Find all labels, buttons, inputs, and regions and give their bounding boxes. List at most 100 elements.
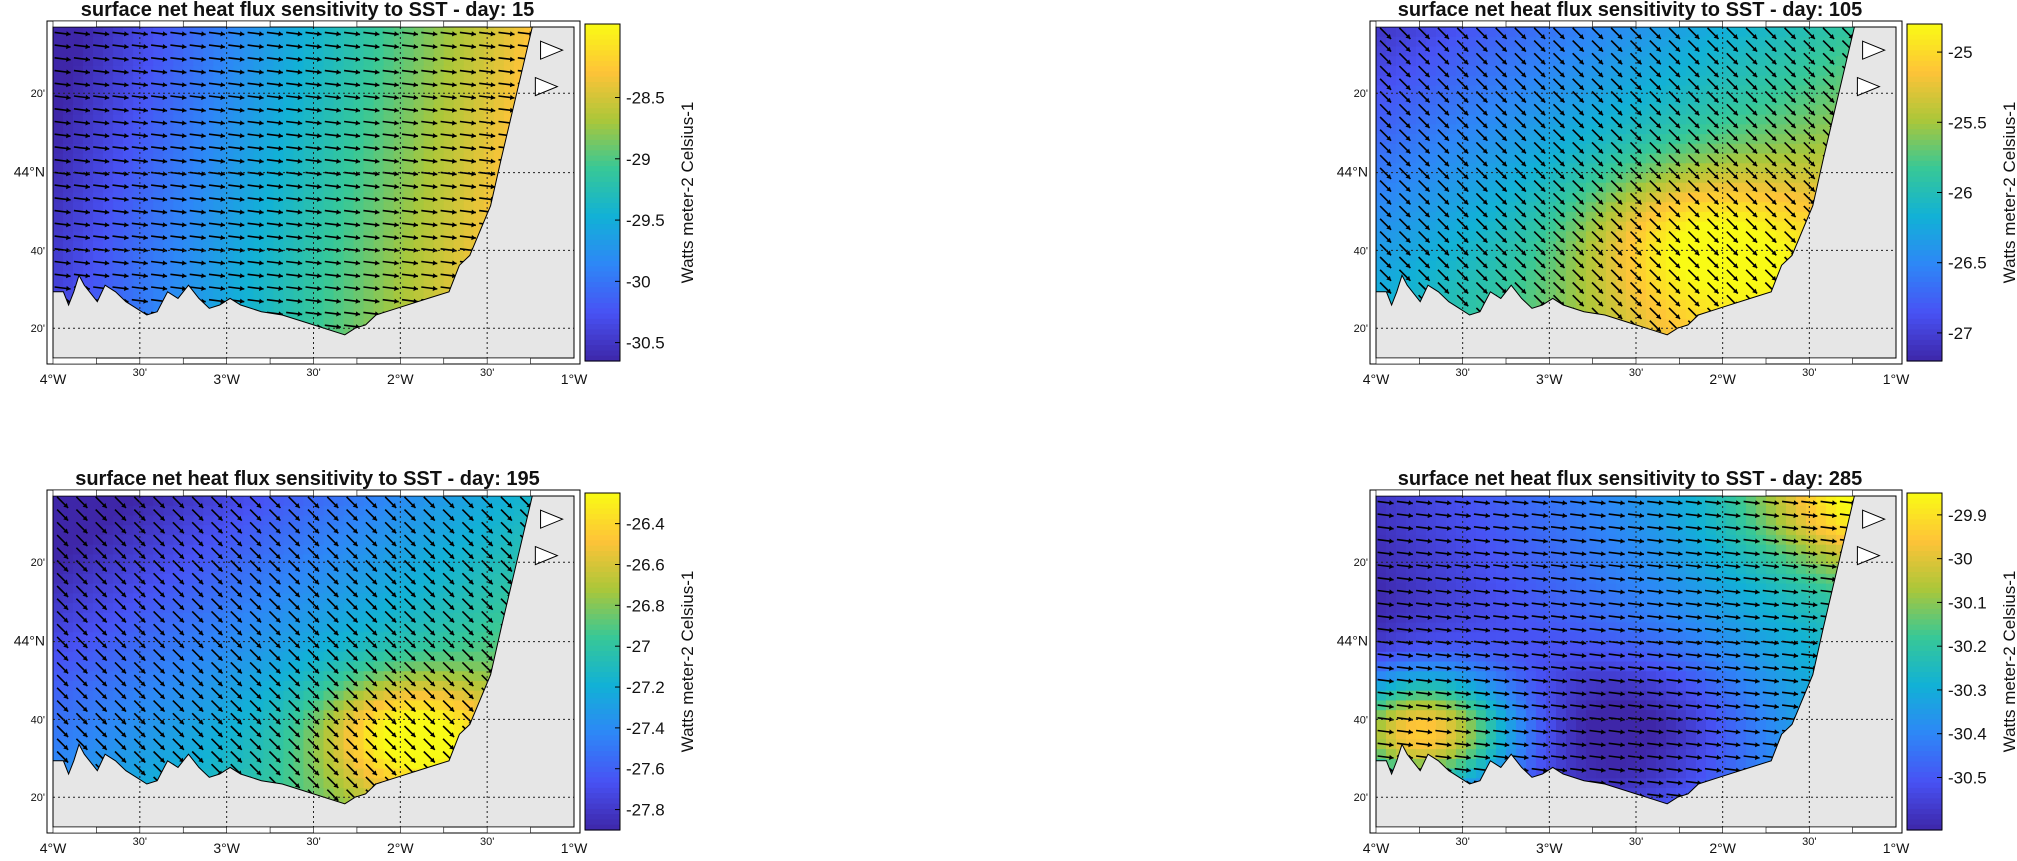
heat-cell — [243, 144, 254, 155]
heat-cell — [1466, 154, 1477, 165]
heat-cell — [1796, 124, 1807, 135]
heat-cell — [464, 124, 475, 135]
heat-cell — [314, 27, 325, 38]
heat-cell — [183, 154, 194, 165]
heat-cell — [324, 290, 335, 301]
heat-cell — [434, 251, 445, 262]
heat-cell — [1526, 115, 1537, 126]
heat-cell — [1706, 37, 1717, 48]
colorbar-segment — [585, 129, 620, 135]
heat-cell — [344, 280, 355, 291]
heat-cell — [1686, 66, 1697, 77]
heat-cell — [253, 56, 264, 67]
heat-cell — [384, 251, 395, 262]
heat-cell — [1546, 222, 1557, 233]
heat-cell — [434, 183, 445, 194]
heat-cell — [1456, 115, 1467, 126]
heat-cell — [73, 144, 84, 155]
heat-cell — [1776, 251, 1787, 262]
heat-cell — [233, 154, 244, 165]
heat-cell — [1566, 154, 1577, 165]
heat-cell — [53, 85, 64, 96]
heat-cell — [1566, 222, 1577, 233]
heat-cell — [1416, 27, 1427, 38]
heat-cell — [1426, 76, 1437, 87]
heat-cell — [253, 222, 264, 233]
colorbar-segment — [585, 124, 620, 130]
heat-cell — [203, 85, 214, 96]
heat-cell — [384, 290, 395, 301]
heat-cell — [1586, 27, 1597, 38]
heat-cell — [223, 251, 234, 262]
heat-cell — [314, 85, 325, 96]
heat-cell — [404, 154, 415, 165]
heat-cell — [1756, 261, 1767, 272]
heat-cell — [344, 154, 355, 165]
heat-cell — [484, 85, 495, 96]
heat-cell — [113, 115, 124, 126]
heat-cell — [1656, 76, 1667, 87]
colorbar-segment — [585, 329, 620, 335]
heat-cell — [243, 251, 254, 262]
heat-cell — [243, 290, 254, 301]
heat-cell — [293, 124, 304, 135]
heat-cell — [53, 115, 64, 126]
heat-cell — [1376, 124, 1387, 135]
heat-cell — [83, 124, 94, 135]
heat-cell — [1526, 95, 1537, 106]
colorbar-segment — [585, 224, 620, 230]
heat-cell — [263, 183, 274, 194]
heat-cell — [73, 85, 84, 96]
colorbar-segment — [585, 35, 620, 41]
heat-cell — [1526, 212, 1537, 223]
heat-cell — [334, 85, 345, 96]
heat-cell — [1556, 76, 1567, 87]
heat-cell — [314, 290, 325, 301]
heat-cell — [1776, 85, 1787, 96]
heat-cell — [384, 183, 395, 194]
heat-cell — [233, 27, 244, 38]
heat-cell — [1566, 56, 1577, 67]
heat-cell — [1786, 66, 1797, 77]
frame-segment — [140, 21, 183, 27]
heat-cell — [1716, 154, 1727, 165]
heat-cell — [1786, 193, 1797, 204]
heat-cell — [183, 212, 194, 223]
heat-cell — [113, 280, 124, 291]
heat-cell — [263, 173, 274, 184]
heat-cell — [1816, 27, 1827, 38]
heat-cell — [143, 290, 154, 301]
heat-cell — [233, 85, 244, 96]
heat-cell — [414, 124, 425, 135]
heat-cell — [474, 183, 485, 194]
heat-cell — [163, 124, 174, 135]
heat-cell — [1486, 46, 1497, 57]
heat-cell — [1406, 76, 1417, 87]
heat-cell — [454, 154, 465, 165]
heat-cell — [1666, 154, 1677, 165]
heat-cell — [344, 309, 355, 320]
heat-cell — [1656, 115, 1667, 126]
heat-cell — [133, 85, 144, 96]
heat-cell — [1486, 85, 1497, 96]
heat-cell — [153, 251, 164, 262]
heat-cell — [113, 46, 124, 57]
x-tick-label: 2°W — [387, 371, 414, 387]
heat-cell — [314, 124, 325, 135]
heat-cell — [404, 251, 415, 262]
heat-cell — [253, 124, 264, 135]
colorbar-segment — [585, 156, 620, 162]
heat-cell — [1466, 193, 1477, 204]
chart-title: surface net heat flux sensitivity to SST… — [81, 0, 534, 21]
heat-cell — [1546, 56, 1557, 67]
heat-cell — [283, 173, 294, 184]
heat-cell — [1556, 115, 1567, 126]
heat-cell — [374, 290, 385, 301]
heat-cell — [1406, 37, 1417, 48]
heat-cell — [1796, 95, 1807, 106]
heat-cell — [303, 280, 314, 291]
frame-segment — [400, 358, 443, 364]
heat-cell — [354, 193, 365, 204]
heat-cell — [314, 251, 325, 262]
colorbar-segment — [585, 298, 620, 304]
